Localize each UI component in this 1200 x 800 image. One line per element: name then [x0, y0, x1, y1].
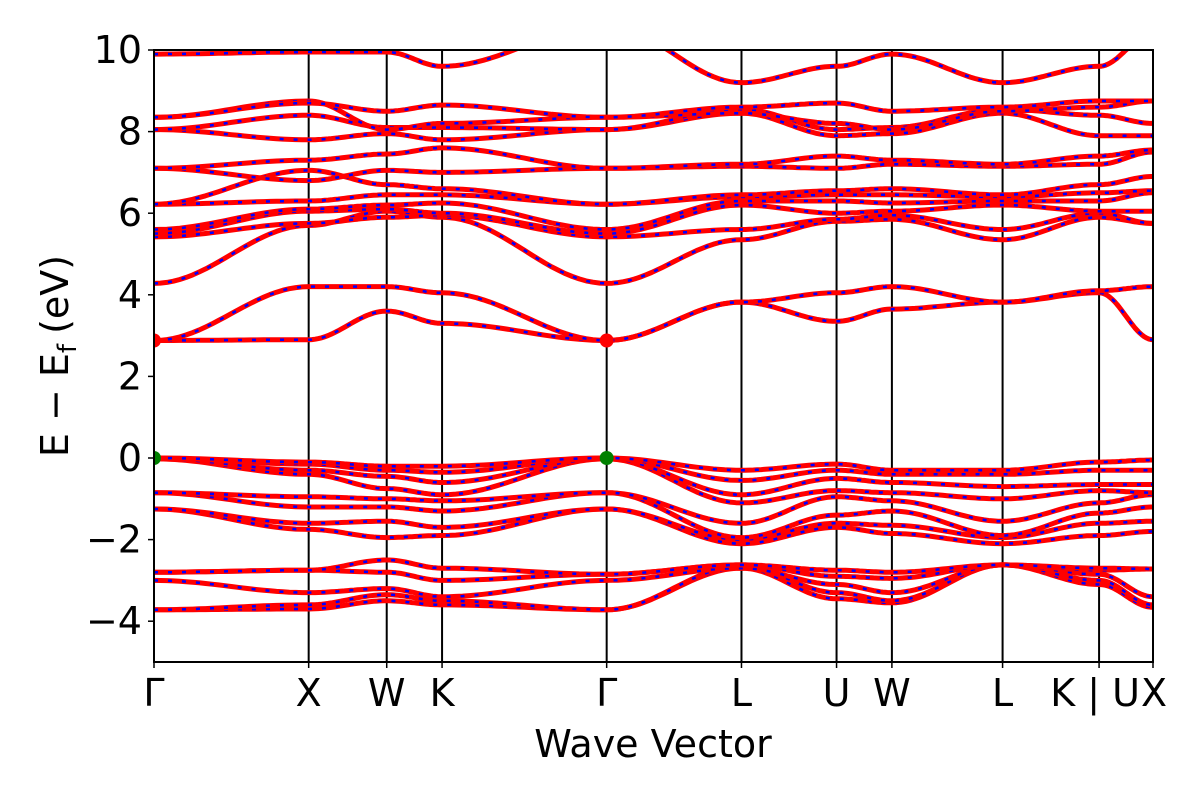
vbm-marker [154, 451, 161, 465]
kpoint-lines [307, 50, 1101, 662]
band-line-spin-up [154, 456, 1153, 498]
x-tick-label: Γ [596, 671, 617, 715]
x-axis-title: Wave Vector [534, 722, 772, 766]
y-ticks: −4 −2 0 2 4 6 8 10 [86, 28, 154, 643]
y-axis-title-sub: f [53, 343, 83, 353]
x-tick-label: K | U [1050, 671, 1140, 716]
x-tick-label: X [296, 671, 322, 715]
band-line-spin-down [154, 209, 1153, 285]
band-line-spin-down [154, 457, 1153, 505]
vbm-marker [599, 451, 614, 465]
x-tick-label: U [823, 671, 851, 715]
band-line-spin-down [154, 211, 1153, 239]
band-line-spin-down [154, 563, 1153, 598]
band-line-spin-up [154, 506, 1153, 547]
y-tick-label: 0 [118, 436, 142, 480]
y-axis-title: E − Ef (eV) [33, 255, 83, 457]
y-tick-label: 2 [118, 354, 142, 398]
band-line-spin-down [154, 50, 1128, 84]
cbm-marker [599, 333, 614, 348]
y-tick-label: −2 [86, 518, 142, 562]
cbm-marker [154, 333, 161, 348]
bands [154, 50, 1153, 613]
plot-background [154, 50, 1153, 662]
band-line-spin-down [154, 456, 1153, 472]
band-line-spin-down [154, 491, 1153, 539]
band-edge-markers [154, 333, 614, 465]
y-axis-title-main: E − E [33, 353, 77, 457]
y-tick-label: 6 [118, 191, 142, 235]
x-tick-label: L [731, 671, 752, 715]
band-line-spin-down [154, 169, 1153, 206]
x-tick-label: K [430, 671, 456, 715]
band-line-spin-up [154, 190, 1153, 232]
y-tick-label: 8 [118, 110, 142, 154]
band-line-spin-down [154, 99, 1153, 119]
band-line-spin-down [154, 99, 1153, 131]
y-tick-label: −4 [86, 599, 142, 643]
band-line-spin-down [154, 558, 1153, 576]
x-tick-label: W [873, 671, 911, 715]
band-line-spin-up [154, 490, 1153, 526]
x-tick-label: L [992, 671, 1013, 715]
y-axis-title-unit: (eV) [33, 255, 77, 334]
x-tick-label: X [1141, 671, 1167, 715]
band-line-spin-down [154, 146, 1153, 170]
band-line-spin-up [154, 202, 1153, 237]
y-tick-label: 10 [94, 28, 142, 72]
x-tick-label: W [368, 671, 406, 715]
plot-frame [153, 49, 1154, 663]
y-tick-label: 4 [118, 273, 142, 317]
band-line-spin-up [154, 284, 1153, 343]
x-tick-label: Γ [143, 671, 164, 715]
band-line-spin-down [154, 456, 1153, 482]
